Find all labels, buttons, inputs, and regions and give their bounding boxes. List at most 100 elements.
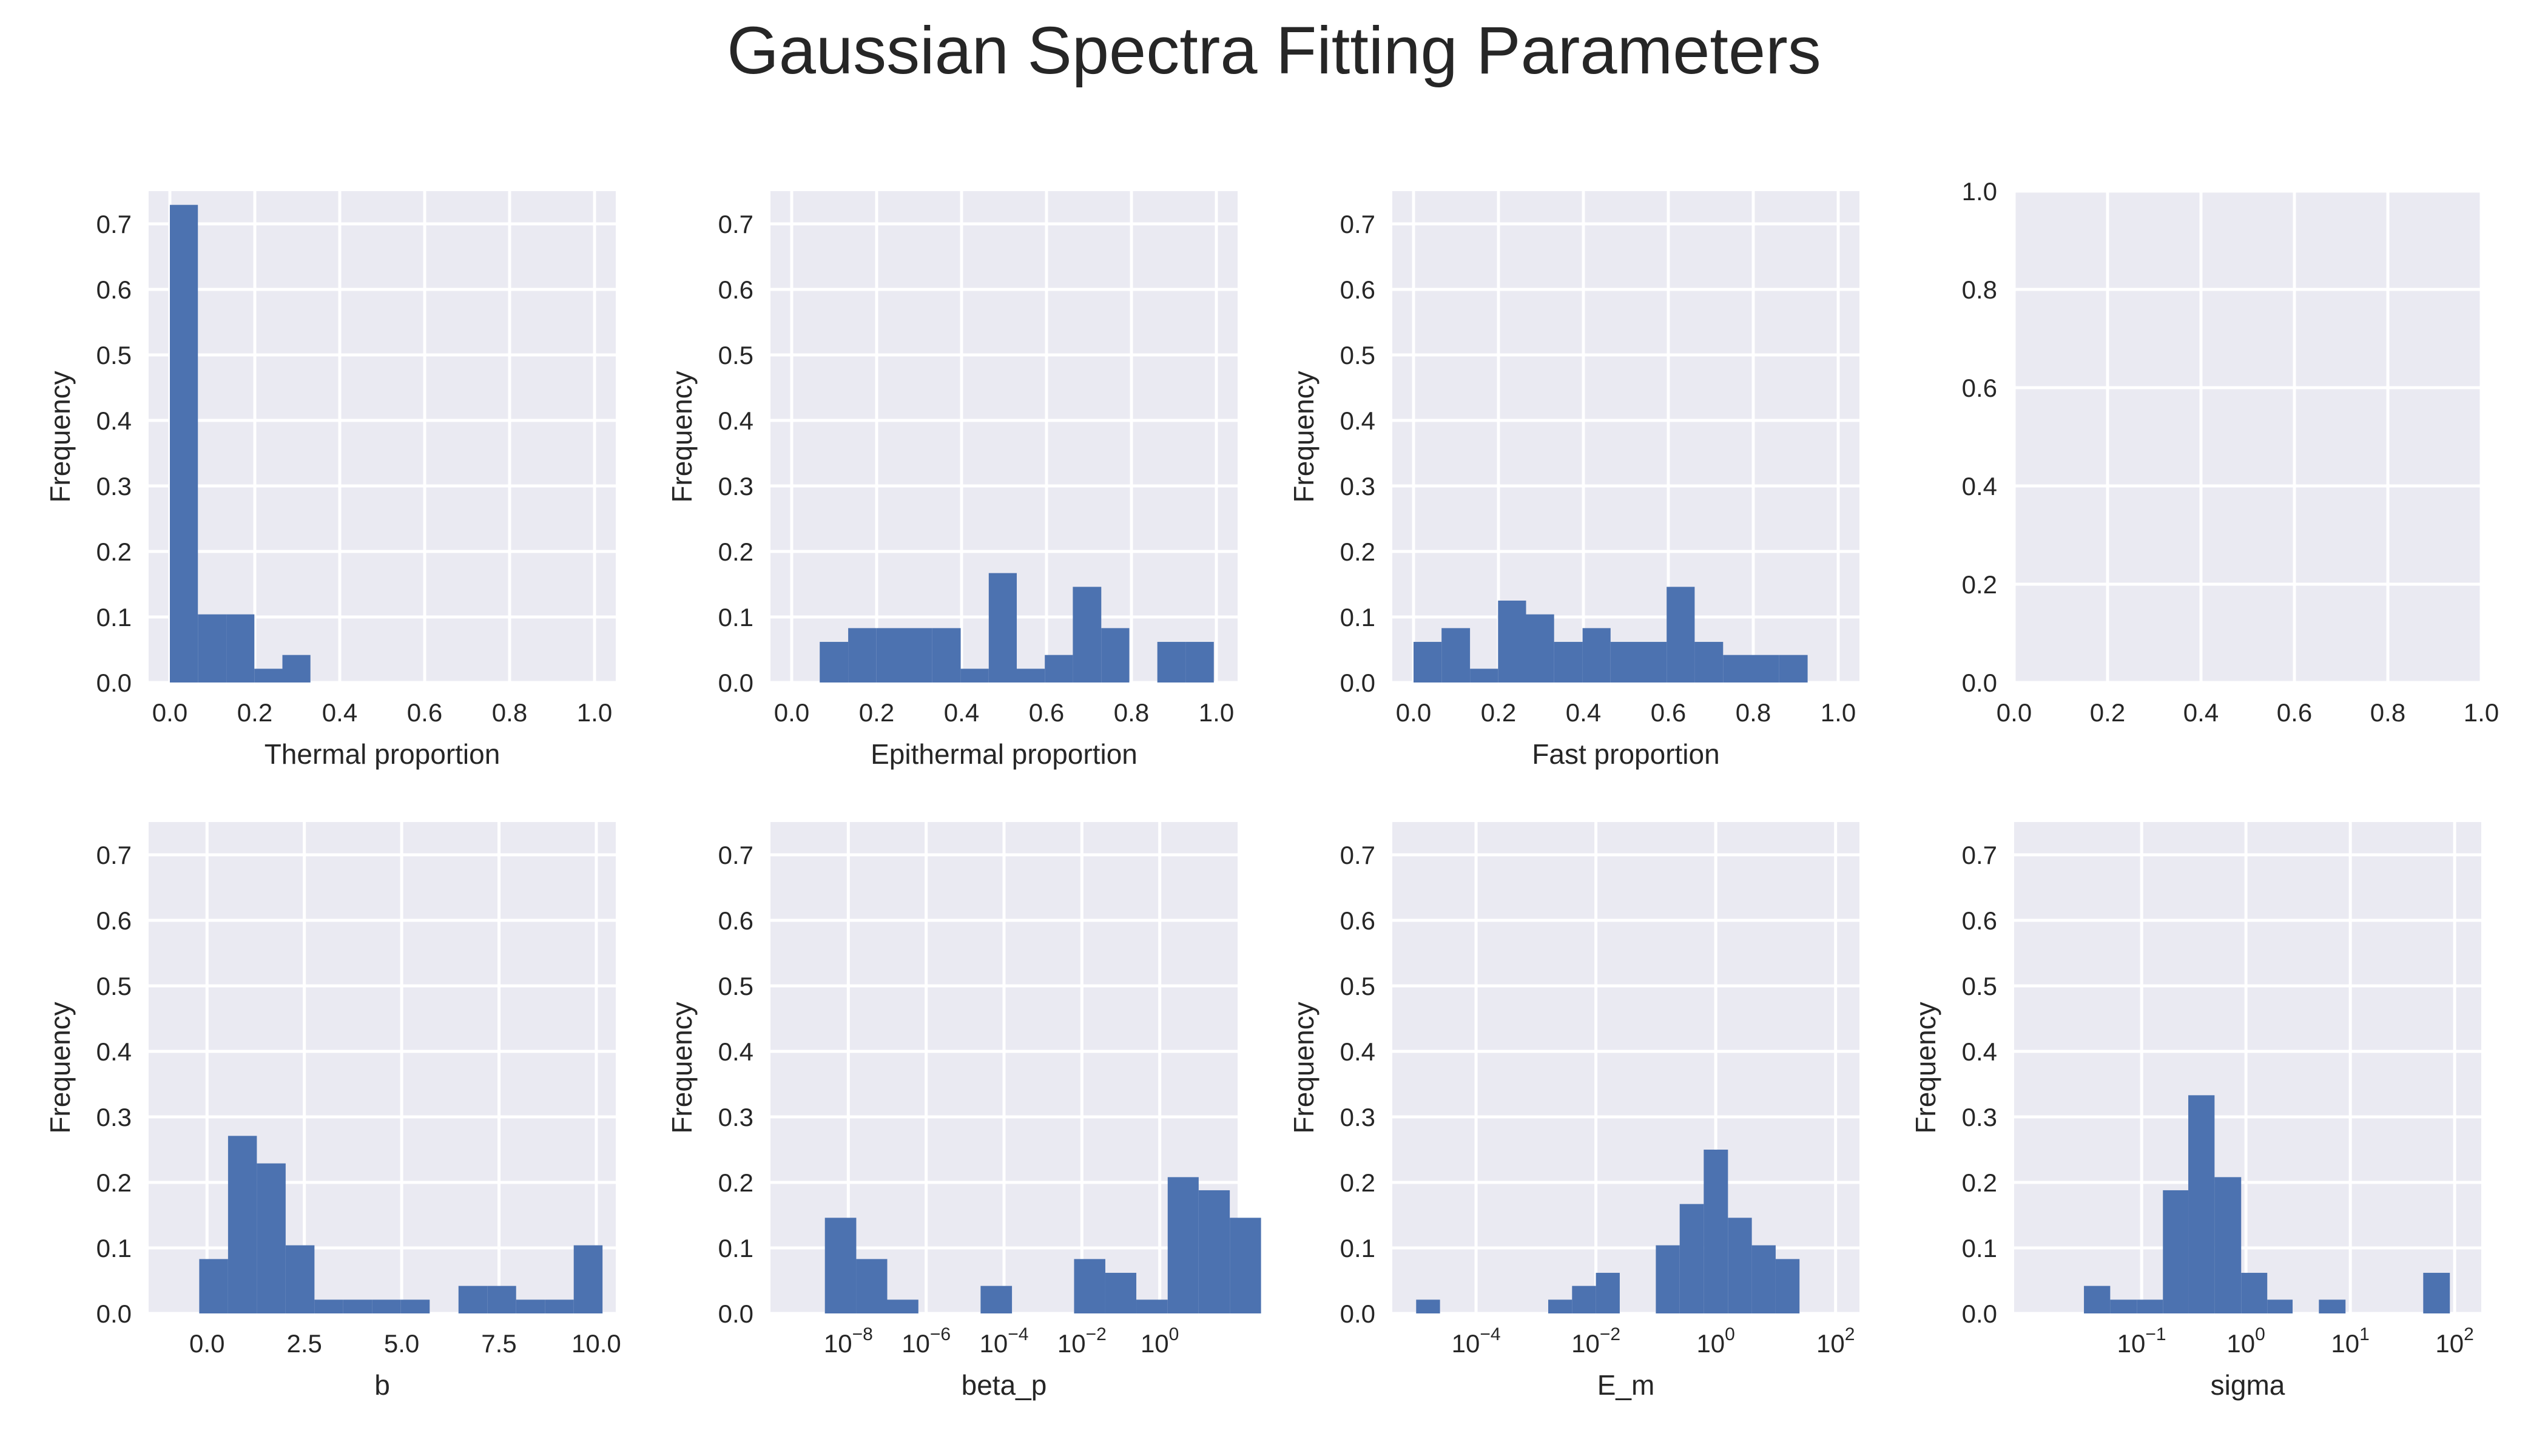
histogram-bar bbox=[487, 1286, 516, 1313]
histogram-bar bbox=[516, 1299, 545, 1313]
x-tick-label: 10−4 bbox=[1452, 1324, 1501, 1358]
histogram-bar bbox=[1554, 642, 1583, 682]
y-tick-label: 0.3 bbox=[96, 472, 132, 500]
histogram-bar bbox=[1136, 1299, 1168, 1313]
x-tick-label: 10−2 bbox=[1571, 1324, 1620, 1358]
x-tick-label: 102 bbox=[1816, 1324, 1855, 1358]
histogram-bar bbox=[545, 1299, 574, 1313]
histogram-bar bbox=[856, 1259, 888, 1313]
x-tick-label: 0.4 bbox=[944, 698, 979, 727]
histogram-bar bbox=[1074, 1259, 1105, 1313]
y-tick-label: 0.6 bbox=[1340, 275, 1375, 304]
y-axis-label: Frequency bbox=[1288, 371, 1320, 502]
histogram-bar bbox=[1751, 655, 1779, 682]
x-tick-label: 0.2 bbox=[1481, 698, 1516, 727]
histogram-bar bbox=[1017, 669, 1045, 682]
histogram-bar bbox=[1572, 1286, 1596, 1313]
y-tick-label: 0.2 bbox=[718, 538, 753, 566]
histogram-bar bbox=[1073, 587, 1102, 682]
y-tick-label: 0.6 bbox=[718, 906, 753, 935]
x-tick-label: 102 bbox=[2435, 1324, 2473, 1358]
x-tick-label: 0.0 bbox=[152, 698, 187, 727]
x-axis-label: E_m bbox=[1597, 1369, 1655, 1401]
x-tick-label: 100 bbox=[1696, 1324, 1734, 1358]
chart-panel-4: 0.0 0.2 0.4 0.6 0.8 1.0 0.0 0.2 0.4 0.6 0.8 1.0 bbox=[1962, 177, 2499, 727]
histogram-bar bbox=[400, 1299, 430, 1313]
y-tick-label: 0.3 bbox=[1340, 1103, 1375, 1131]
x-tick-label: 0.8 bbox=[1736, 698, 1771, 727]
y-tick-label: 0.1 bbox=[96, 1234, 132, 1262]
x-axis-label: Thermal proportion bbox=[265, 738, 500, 770]
histogram-bar bbox=[2084, 1286, 2111, 1313]
histogram-bar bbox=[1470, 669, 1498, 682]
histogram-bar bbox=[2137, 1299, 2163, 1313]
histogram-bar bbox=[257, 1163, 286, 1313]
y-tick-label: 0.7 bbox=[1962, 841, 1997, 869]
y-tick-label: 0.4 bbox=[718, 1037, 753, 1066]
y-tick-label: 0.6 bbox=[96, 906, 132, 935]
histogram-bar bbox=[314, 1299, 343, 1313]
y-tick-label: 0.4 bbox=[1962, 472, 1997, 500]
y-tick-label: 0.5 bbox=[1340, 341, 1375, 369]
histogram-bar bbox=[343, 1299, 372, 1313]
histogram-bar bbox=[980, 1286, 1013, 1313]
x-tick-label: 0.4 bbox=[1566, 698, 1601, 727]
histogram-bar bbox=[573, 1245, 603, 1313]
y-tick-label: 0.0 bbox=[1962, 1299, 1997, 1328]
x-tick-label: 0.2 bbox=[237, 698, 272, 727]
y-tick-label: 0.3 bbox=[96, 1103, 132, 1131]
x-tick-label: 0.0 bbox=[189, 1329, 224, 1358]
y-axis-label: Frequency bbox=[1910, 1002, 1941, 1133]
y-tick-label: 0.3 bbox=[718, 1103, 753, 1131]
histogram-bar bbox=[988, 573, 1017, 682]
y-tick-label: 0.0 bbox=[1340, 669, 1375, 697]
chart-panel-1: 0.0 0.1 0.2 0.3 0.4 0.5 0.6 0.7 0.0 0.2 0.4 0.6 0.8 1… bbox=[44, 191, 616, 770]
y-tick-label: 0.1 bbox=[718, 1234, 753, 1262]
histogram-bar bbox=[1045, 655, 1073, 682]
x-tick-label: 10−1 bbox=[2117, 1324, 2166, 1358]
y-tick-label: 0.5 bbox=[96, 972, 132, 1000]
x-tick-label: 5.0 bbox=[384, 1329, 419, 1358]
plot-area bbox=[149, 822, 616, 1313]
y-tick-label: 0.2 bbox=[1962, 1168, 1997, 1197]
x-tick-label: 1.0 bbox=[1199, 698, 1234, 727]
plot-area bbox=[2014, 191, 2481, 682]
histogram-bar bbox=[1548, 1299, 1572, 1313]
y-tick-label: 0.5 bbox=[96, 341, 132, 369]
histogram-bar bbox=[1679, 1204, 1704, 1313]
x-tick-label: 0.6 bbox=[2277, 698, 2312, 727]
histogram-bar bbox=[2319, 1299, 2346, 1313]
x-tick-label: 100 bbox=[1141, 1324, 1179, 1358]
histogram-bar bbox=[2188, 1095, 2215, 1313]
x-tick-label: 0.8 bbox=[492, 698, 527, 727]
y-tick-label: 0.7 bbox=[718, 841, 753, 869]
histogram-bar bbox=[824, 1218, 857, 1313]
x-tick-label: 0.6 bbox=[1029, 698, 1064, 727]
y-axis-label: Frequency bbox=[44, 371, 76, 502]
histogram-bar bbox=[282, 655, 311, 682]
y-tick-label: 0.0 bbox=[96, 669, 132, 697]
y-tick-label: 0.2 bbox=[718, 1168, 753, 1197]
histogram-bar bbox=[372, 1299, 401, 1313]
x-axis-label: b bbox=[374, 1369, 390, 1401]
histogram-bar bbox=[932, 628, 961, 682]
y-tick-label: 0.3 bbox=[1340, 472, 1375, 500]
histogram-bar bbox=[2163, 1190, 2189, 1313]
y-tick-label: 0.7 bbox=[96, 210, 132, 238]
histogram-bar bbox=[1751, 1245, 1776, 1313]
y-tick-label: 0.8 bbox=[1962, 275, 1997, 304]
y-tick-label: 0.5 bbox=[1962, 972, 1997, 1000]
y-tick-label: 0.7 bbox=[1340, 210, 1375, 238]
histogram-bar bbox=[1416, 1299, 1440, 1313]
y-tick-label: 0.1 bbox=[1340, 1234, 1375, 1262]
histogram-bar bbox=[458, 1286, 488, 1313]
y-tick-label: 0.2 bbox=[1340, 538, 1375, 566]
y-tick-label: 0.0 bbox=[1340, 1299, 1375, 1328]
y-tick-label: 0.4 bbox=[96, 406, 132, 435]
x-tick-label: 0.8 bbox=[2370, 698, 2405, 727]
chart-panel-6: 0.0 0.1 0.2 0.3 0.4 0.5 0.6 0.7 10−8 10−6 10−4 10−2… bbox=[666, 822, 1261, 1401]
x-tick-label: 10.0 bbox=[571, 1329, 621, 1358]
histogram-bar bbox=[1414, 642, 1442, 682]
figure-title: Gaussian Spectra Fitting Parameters bbox=[727, 13, 1821, 88]
histogram-bar bbox=[1596, 1273, 1620, 1313]
